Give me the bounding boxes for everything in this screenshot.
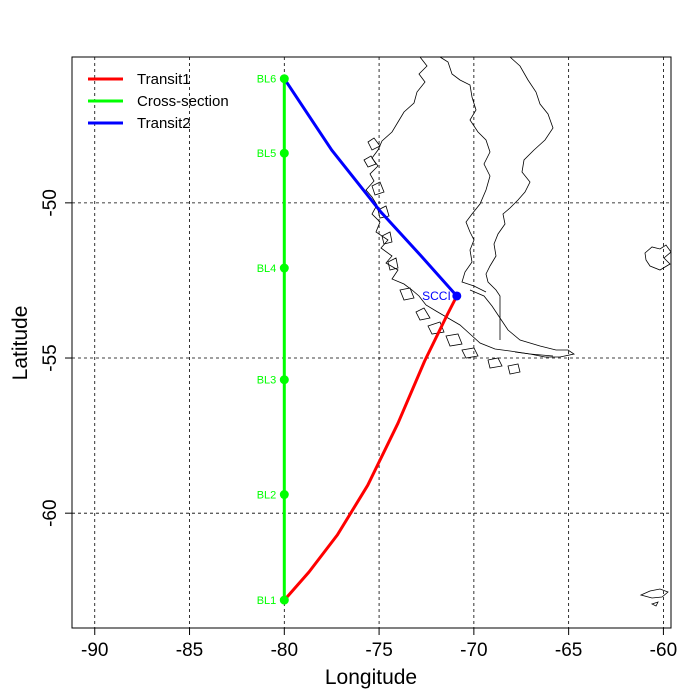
legend-label: Transit1 [137,71,191,88]
x-tick-label: -70 [460,640,487,661]
coastline-south-georgia [639,588,669,607]
axes: -90 -85 -80 -75 -70 -65 -60 -60 -55 -50 [40,189,677,661]
y-tick-label: -55 [40,344,61,371]
series-line-transit1 [283,295,459,602]
port-marker [452,291,462,301]
legend: Transit1 Cross-section Transit2 [88,71,229,132]
x-tick-label: -60 [650,640,677,661]
x-tick-label: -80 [271,640,298,661]
x-axis-title: Longitude [325,666,417,689]
station-label: BL6 [257,74,277,86]
station-markers: BL1 BL2 BL3 BL4 BL5 BL6 SCCI [257,74,462,607]
x-tick-label: -75 [365,640,392,661]
port-label: SCCI [422,289,451,303]
plot-frame [71,56,672,629]
series-line-transit2 [283,77,458,297]
station-label: BL3 [257,375,277,387]
station-label: BL5 [257,148,277,160]
station-marker [279,490,289,500]
station-marker [279,148,289,158]
x-tick-label: -65 [555,640,582,661]
coastline-islands-b [399,287,521,375]
series-layer [282,77,459,602]
station-marker [279,375,289,385]
coastline-islands-a [363,137,399,271]
coastline-inland-lakes [439,56,491,293]
coastline [363,56,672,607]
tierra-del-fuego [469,289,576,358]
y-axis-title: Latitude [9,306,32,381]
legend-label: Cross-section [137,93,229,110]
station-label: BL2 [257,490,277,502]
coastline-falklands [644,244,672,271]
coastline-pacific [365,56,554,357]
station-marker [279,74,289,84]
station-marker [279,595,289,605]
plot-area [72,57,671,628]
station-label: BL4 [257,263,277,275]
y-tick-label: -50 [40,189,61,216]
coastline-atlantic [485,56,554,340]
x-tick-label: -90 [81,640,108,661]
y-tick-label: -60 [40,499,61,526]
legend-label: Transit2 [137,115,191,132]
station-label: BL1 [257,595,277,607]
x-tick-label: -85 [176,640,203,661]
station-marker [279,263,289,273]
